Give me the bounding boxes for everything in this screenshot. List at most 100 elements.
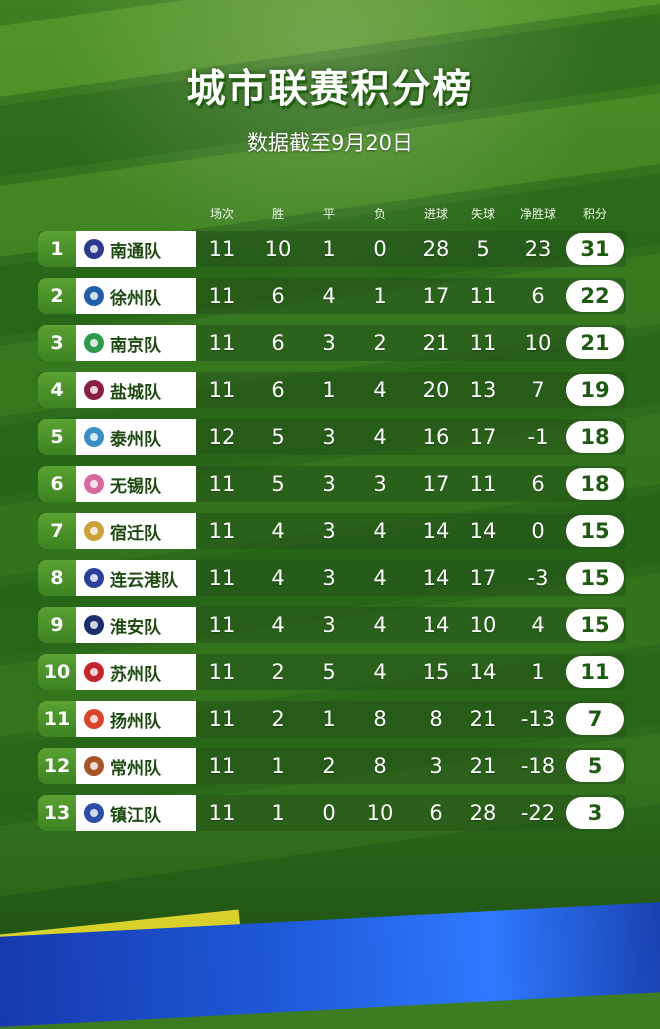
won-cell: 4 xyxy=(271,613,285,637)
lost-cell: 8 xyxy=(373,754,387,778)
team-logo-icon xyxy=(84,803,104,823)
goal-difference-cell: -22 xyxy=(520,801,556,825)
goals-against-cell: 21 xyxy=(469,707,497,731)
header-goal-difference: 净胜球 xyxy=(519,207,556,221)
won-cell: 6 xyxy=(271,378,285,402)
team-name: 连云港队 xyxy=(110,570,178,591)
rank-badge: 2 xyxy=(38,278,76,314)
team-name: 镇江队 xyxy=(110,805,161,826)
drawn-cell: 3 xyxy=(322,566,336,590)
goals-for-cell: 17 xyxy=(422,284,450,308)
team-logo-icon xyxy=(84,615,104,635)
team-name: 盐城队 xyxy=(110,382,161,403)
goals-against-cell: 13 xyxy=(469,378,497,402)
lost-cell: 4 xyxy=(373,378,387,402)
goal-difference-cell: -18 xyxy=(520,754,556,778)
table-row: 13 镇江队 11 1 0 10 6 28 -22 3 xyxy=(0,795,660,831)
team-logo-icon xyxy=(84,333,104,353)
team-name: 苏州队 xyxy=(110,664,161,685)
won-cell: 6 xyxy=(271,331,285,355)
team-cell: 苏州队 xyxy=(76,654,196,690)
rank-badge: 3 xyxy=(38,325,76,361)
points-badge: 22 xyxy=(566,280,624,312)
points-badge: 11 xyxy=(566,656,624,688)
points-badge: 15 xyxy=(566,562,624,594)
points-badge: 18 xyxy=(566,468,624,500)
goals-against-cell: 17 xyxy=(469,566,497,590)
header-played: 场次 xyxy=(209,207,234,221)
rank-badge: 4 xyxy=(38,372,76,408)
played-cell: 11 xyxy=(208,754,236,778)
goals-against-cell: 14 xyxy=(469,660,497,684)
goals-for-cell: 8 xyxy=(429,707,443,731)
drawn-cell: 4 xyxy=(322,284,336,308)
lost-cell: 2 xyxy=(373,331,387,355)
team-logo-icon xyxy=(84,709,104,729)
goal-difference-cell: 7 xyxy=(531,378,545,402)
table-row: 4 盐城队 11 6 1 4 20 13 7 19 xyxy=(0,372,660,408)
goal-difference-cell: 4 xyxy=(531,613,545,637)
rank-badge: 1 xyxy=(38,231,76,267)
goals-against-cell: 28 xyxy=(469,801,497,825)
team-cell: 无锡队 xyxy=(76,466,196,502)
rank-badge: 12 xyxy=(38,748,76,784)
won-cell: 2 xyxy=(271,707,285,731)
rank-badge: 6 xyxy=(38,466,76,502)
goals-against-cell: 11 xyxy=(469,331,497,355)
goal-difference-cell: -3 xyxy=(527,566,549,590)
goals-against-cell: 14 xyxy=(469,519,497,543)
team-logo-icon xyxy=(84,286,104,306)
played-cell: 11 xyxy=(208,801,236,825)
played-cell: 11 xyxy=(208,519,236,543)
lost-cell: 0 xyxy=(373,237,387,261)
rank-badge: 5 xyxy=(38,419,76,455)
table-row: 10 苏州队 11 2 5 4 15 14 1 11 xyxy=(0,654,660,690)
played-cell: 11 xyxy=(208,378,236,402)
goals-for-cell: 15 xyxy=(422,660,450,684)
points-badge: 15 xyxy=(566,515,624,547)
table-row: 9 淮安队 11 4 3 4 14 10 4 15 xyxy=(0,607,660,643)
team-name: 淮安队 xyxy=(110,617,161,638)
team-logo-icon xyxy=(84,239,104,259)
goal-difference-cell: 6 xyxy=(531,284,545,308)
goal-difference-cell: 23 xyxy=(524,237,552,261)
goals-for-cell: 14 xyxy=(422,566,450,590)
goals-for-cell: 21 xyxy=(422,331,450,355)
played-cell: 11 xyxy=(208,566,236,590)
points-badge: 18 xyxy=(566,421,624,453)
team-name: 宿迁队 xyxy=(110,523,161,544)
drawn-cell: 3 xyxy=(322,331,336,355)
page-subtitle: 数据截至9月20日 xyxy=(246,131,414,155)
rank-badge: 10 xyxy=(38,654,76,690)
played-cell: 11 xyxy=(208,237,236,261)
lost-cell: 4 xyxy=(373,425,387,449)
lost-cell: 4 xyxy=(373,566,387,590)
drawn-cell: 1 xyxy=(322,707,336,731)
rank-badge: 9 xyxy=(38,607,76,643)
table-row: 6 无锡队 11 5 3 3 17 11 6 18 xyxy=(0,466,660,502)
drawn-cell: 1 xyxy=(322,237,336,261)
team-cell: 常州队 xyxy=(76,748,196,784)
drawn-cell: 3 xyxy=(322,613,336,637)
header-drawn: 平 xyxy=(322,207,335,221)
won-cell: 5 xyxy=(271,425,285,449)
won-cell: 1 xyxy=(271,801,285,825)
drawn-cell: 2 xyxy=(322,754,336,778)
goal-difference-cell: 10 xyxy=(524,331,552,355)
drawn-cell: 3 xyxy=(322,519,336,543)
table-row: 2 徐州队 11 6 4 1 17 11 6 22 xyxy=(0,278,660,314)
team-logo-icon xyxy=(84,380,104,400)
table-row: 5 泰州队 12 5 3 4 16 17 -1 18 xyxy=(0,419,660,455)
points-badge: 5 xyxy=(566,750,624,782)
played-cell: 11 xyxy=(208,331,236,355)
goals-against-cell: 11 xyxy=(469,284,497,308)
played-cell: 11 xyxy=(208,707,236,731)
light-haze xyxy=(0,0,660,330)
points-badge: 7 xyxy=(566,703,624,735)
header-points: 积分 xyxy=(582,207,607,221)
page-title: 城市联赛积分榜 xyxy=(186,67,474,112)
goals-against-cell: 10 xyxy=(469,613,497,637)
won-cell: 5 xyxy=(271,472,285,496)
goals-for-cell: 16 xyxy=(422,425,450,449)
team-logo-icon xyxy=(84,568,104,588)
